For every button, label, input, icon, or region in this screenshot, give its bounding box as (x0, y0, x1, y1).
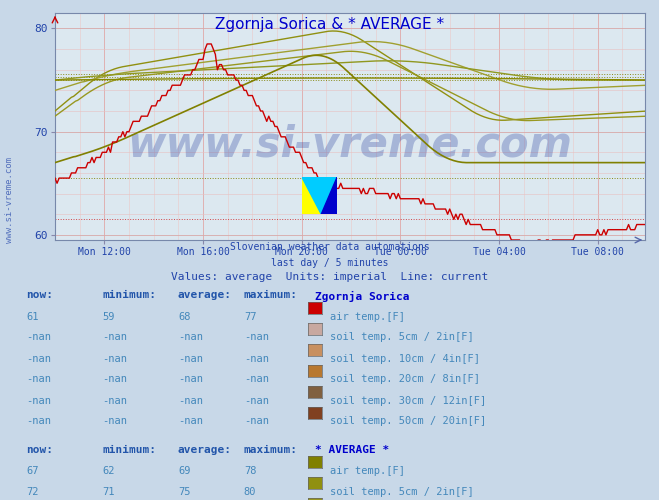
Text: -nan: -nan (102, 332, 127, 342)
Text: -nan: -nan (178, 374, 203, 384)
Text: 62: 62 (102, 466, 115, 476)
Text: 68: 68 (178, 312, 190, 322)
Text: -nan: -nan (244, 396, 269, 406)
Text: -nan: -nan (26, 332, 51, 342)
Text: * AVERAGE *: * AVERAGE * (315, 445, 389, 455)
Text: 71: 71 (102, 487, 115, 497)
Text: -nan: -nan (102, 354, 127, 364)
Text: maximum:: maximum: (244, 290, 298, 300)
Text: 80: 80 (244, 487, 256, 497)
Text: -nan: -nan (244, 416, 269, 426)
Text: 69: 69 (178, 466, 190, 476)
Text: soil temp. 10cm / 4in[F]: soil temp. 10cm / 4in[F] (330, 354, 480, 364)
Text: -nan: -nan (102, 374, 127, 384)
Text: Slovenian weather data automations: Slovenian weather data automations (229, 242, 430, 252)
Text: soil temp. 20cm / 8in[F]: soil temp. 20cm / 8in[F] (330, 374, 480, 384)
Text: www.si-vreme.com: www.si-vreme.com (5, 157, 14, 243)
Text: average:: average: (178, 290, 232, 300)
Text: -nan: -nan (244, 374, 269, 384)
Text: minimum:: minimum: (102, 290, 156, 300)
Text: -nan: -nan (178, 416, 203, 426)
Polygon shape (321, 176, 337, 214)
Text: -nan: -nan (26, 354, 51, 364)
Text: soil temp. 30cm / 12in[F]: soil temp. 30cm / 12in[F] (330, 396, 486, 406)
Text: 72: 72 (26, 487, 39, 497)
Text: air temp.[F]: air temp.[F] (330, 466, 405, 476)
Text: -nan: -nan (244, 354, 269, 364)
Text: 75: 75 (178, 487, 190, 497)
Text: now:: now: (26, 290, 53, 300)
Text: now:: now: (26, 445, 53, 455)
Text: -nan: -nan (26, 416, 51, 426)
Text: -nan: -nan (102, 416, 127, 426)
Text: 67: 67 (26, 466, 39, 476)
Text: 61: 61 (26, 312, 39, 322)
Text: soil temp. 50cm / 20in[F]: soil temp. 50cm / 20in[F] (330, 416, 486, 426)
Text: www.si-vreme.com: www.si-vreme.com (127, 124, 573, 166)
Text: -nan: -nan (178, 332, 203, 342)
Text: -nan: -nan (102, 396, 127, 406)
Text: Zgornja Sorica & * AVERAGE *: Zgornja Sorica & * AVERAGE * (215, 18, 444, 32)
Text: 77: 77 (244, 312, 256, 322)
Text: 59: 59 (102, 312, 115, 322)
Polygon shape (302, 176, 337, 214)
Text: -nan: -nan (178, 354, 203, 364)
Polygon shape (302, 176, 337, 214)
Text: average:: average: (178, 445, 232, 455)
Text: minimum:: minimum: (102, 445, 156, 455)
Text: -nan: -nan (26, 396, 51, 406)
Text: -nan: -nan (178, 396, 203, 406)
Text: -nan: -nan (244, 332, 269, 342)
Text: Values: average  Units: imperial  Line: current: Values: average Units: imperial Line: cu… (171, 272, 488, 282)
Text: Zgornja Sorica: Zgornja Sorica (315, 290, 409, 302)
Text: air temp.[F]: air temp.[F] (330, 312, 405, 322)
Text: soil temp. 5cm / 2in[F]: soil temp. 5cm / 2in[F] (330, 487, 473, 497)
Text: soil temp. 5cm / 2in[F]: soil temp. 5cm / 2in[F] (330, 332, 473, 342)
Text: 78: 78 (244, 466, 256, 476)
Text: -nan: -nan (26, 374, 51, 384)
Text: maximum:: maximum: (244, 445, 298, 455)
Text: last day / 5 minutes: last day / 5 minutes (271, 258, 388, 268)
